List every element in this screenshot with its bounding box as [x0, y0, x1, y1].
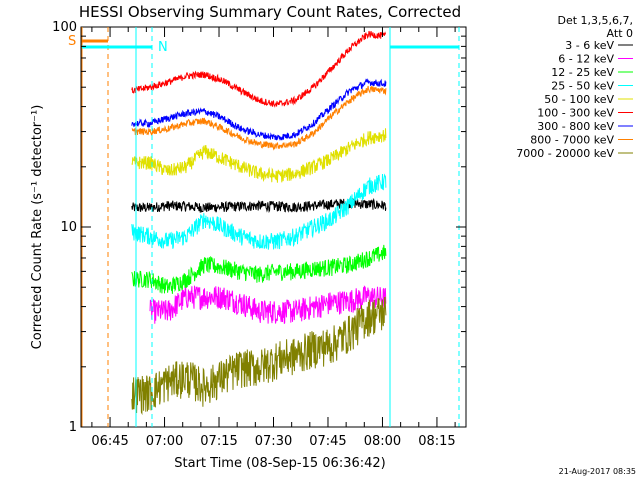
- legend-label: 12 - 25 keV: [551, 66, 614, 79]
- series-3-6-kev: [131, 197, 387, 214]
- legend-header-line-2: Att 0: [607, 27, 633, 40]
- x-tick-label: 07:15: [200, 434, 237, 449]
- series-line: [131, 296, 387, 416]
- x-tick-label: 07:00: [146, 434, 183, 449]
- legend-label: 6 - 12 keV: [558, 53, 614, 66]
- legend-label: 300 - 800 keV: [537, 120, 614, 133]
- x-axis-ticks: 06:45 07:00 07:15 07:30 07:45 08:00 08:15: [91, 27, 456, 449]
- y-tick-label: 100: [52, 20, 77, 35]
- legend-label: 100 - 300 keV: [537, 107, 614, 120]
- series-25-50-kev: [131, 173, 387, 250]
- series-line: [131, 128, 387, 183]
- y-tick-label: 1: [69, 420, 77, 435]
- y-axis-ticks: 1 10 100: [52, 20, 466, 435]
- series-300-800-kev: [131, 78, 387, 141]
- series-50-100-kev: [131, 128, 387, 183]
- legend-label: 50 - 100 keV: [544, 93, 614, 106]
- footer-timestamp: 21-Aug-2017 08:35: [559, 467, 636, 476]
- legend-label: 3 - 6 keV: [565, 39, 614, 52]
- series-6-12-kev: [149, 285, 387, 324]
- series-line: [131, 197, 387, 214]
- x-tick-label: 06:45: [91, 434, 128, 449]
- night-label: N: [158, 40, 168, 55]
- series-100-300-kev: [131, 30, 387, 108]
- legend-header-line-1: Det 1,3,5,6,7,: [557, 14, 633, 27]
- x-tick-label: 07:45: [309, 434, 346, 449]
- x-axis-title: Start Time (08-Sep-15 06:36:42): [174, 456, 385, 471]
- series-7000-20000-kev: [131, 296, 387, 416]
- series-line: [131, 30, 387, 108]
- series-layer: [131, 30, 387, 416]
- saa-label: S: [68, 34, 76, 49]
- x-tick-label: 08:00: [364, 434, 401, 449]
- legend-label: 800 - 7000 keV: [530, 134, 614, 147]
- series-12-25-kev: [131, 244, 387, 294]
- x-tick-label: 07:30: [255, 434, 292, 449]
- series-line: [131, 173, 387, 250]
- y-axis-title: Corrected Count Rate (s⁻¹ detector⁻¹): [30, 105, 45, 350]
- legend-label: 7000 - 20000 keV: [516, 147, 614, 160]
- x-tick-label: 08:15: [418, 434, 455, 449]
- series-line: [131, 78, 387, 141]
- y-tick-label: 10: [60, 220, 77, 235]
- chart-title: HESSI Observing Summary Count Rates, Cor…: [79, 3, 461, 21]
- series-line: [131, 244, 387, 294]
- series-line: [149, 285, 387, 324]
- series-800-7000-kev: [131, 85, 387, 151]
- legend-label: 25 - 50 keV: [551, 80, 614, 93]
- series-line: [131, 85, 387, 151]
